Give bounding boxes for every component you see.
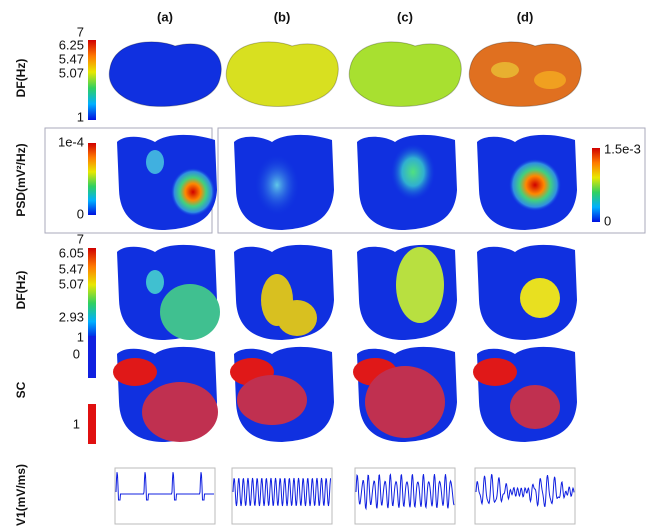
heart-surface <box>349 42 461 106</box>
row-label: SC <box>14 381 28 398</box>
colorbar-label: 7 <box>77 231 84 246</box>
trace-box <box>115 468 215 524</box>
heart-region <box>113 358 157 386</box>
column-label: (b) <box>274 9 291 24</box>
heart-region <box>365 366 445 438</box>
colorbar-label: 5.07 <box>59 276 84 291</box>
heart-region <box>491 62 519 78</box>
heart-surface <box>109 42 221 106</box>
column-label: (a) <box>157 9 173 24</box>
heart-region <box>146 270 164 294</box>
colorbar <box>88 336 96 378</box>
heart-region <box>237 375 307 425</box>
colorbar-label: 1 <box>77 329 84 344</box>
row-label: DF(Hz) <box>14 59 28 98</box>
colorbar-label: 1.5e-3 <box>604 141 641 156</box>
heart-region <box>255 155 299 215</box>
colorbar-label: 2.93 <box>59 309 84 324</box>
row-label: V1(mV/ms) <box>14 464 28 526</box>
heart-region <box>509 159 561 211</box>
colorbar-label: 1e-4 <box>58 134 84 149</box>
colorbar-label: 6.05 <box>59 245 84 260</box>
ecg-trace <box>116 472 214 500</box>
heart-region <box>473 358 517 386</box>
colorbar-label: 1 <box>73 416 80 431</box>
ecg-trace <box>476 475 574 507</box>
colorbar-label: 0 <box>604 213 611 228</box>
heart-surface <box>469 42 581 106</box>
colorbar-label: 5.47 <box>59 261 84 276</box>
column-label: (d) <box>517 9 534 24</box>
ecg-trace <box>356 474 454 508</box>
heart-region <box>142 382 218 442</box>
heart-region <box>510 385 560 429</box>
row-label: PSD(mV²/Hz) <box>14 143 28 216</box>
heart-region <box>396 247 444 323</box>
heart-region <box>146 150 164 174</box>
heart-surface <box>226 42 338 106</box>
colorbar-label: 1 <box>77 109 84 124</box>
colorbar-label: 0 <box>77 206 84 221</box>
column-label: (c) <box>397 9 413 24</box>
colorbar-label: 5.07 <box>59 65 84 80</box>
ecg-trace <box>233 478 331 506</box>
heart-region <box>160 284 220 340</box>
colorbar-label: 6.25 <box>59 37 84 52</box>
heart-region <box>171 168 215 216</box>
colorbar <box>88 248 96 340</box>
colorbar <box>88 40 96 120</box>
heart-region <box>520 278 560 318</box>
row-label: DF(Hz) <box>14 271 28 310</box>
heart-region <box>391 144 435 200</box>
heart-region <box>277 300 317 336</box>
figure: (a) (b) (c) (d) DF(Hz) PSD(mV²/Hz) DF(Hz) SC V1(… <box>0 0 653 529</box>
colorbar <box>88 404 96 444</box>
colorbar-label: 0 <box>73 346 80 361</box>
heart-region <box>534 71 566 89</box>
colorbar-label: 5.47 <box>59 51 84 66</box>
colorbar <box>88 143 96 215</box>
colorbar <box>592 148 600 222</box>
